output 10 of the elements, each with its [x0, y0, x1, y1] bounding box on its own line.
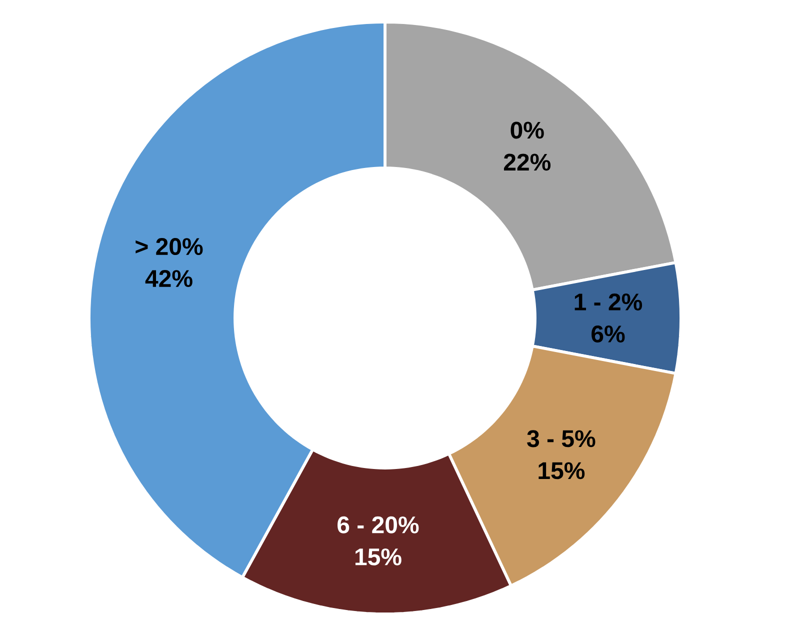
slice-label: 6 - 20% [338, 516, 419, 534]
slice-label: 1 - 2% [574, 293, 642, 310]
data-label: 42% [145, 270, 192, 288]
slice-label: > 20% [136, 238, 203, 256]
data-label: 15% [538, 462, 585, 480]
data-label: 6% [592, 325, 625, 342]
slice-label: 3 - 5% [527, 430, 596, 448]
slice-label: 0% [510, 122, 544, 139]
data-label: 15% [355, 548, 402, 566]
data-label: 22% [504, 154, 551, 171]
